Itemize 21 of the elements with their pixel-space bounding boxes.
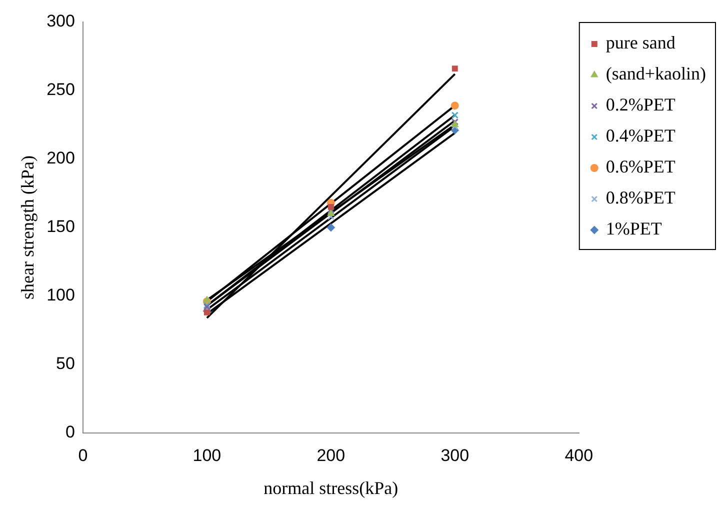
x-tick-label: 400 bbox=[564, 446, 594, 465]
y-tick-label: 150 bbox=[46, 217, 75, 236]
legend-label: 0.6%PET bbox=[606, 156, 676, 177]
x-tick-label: 300 bbox=[440, 446, 470, 465]
y-tick-label: 250 bbox=[46, 80, 75, 100]
y-tick-label: 50 bbox=[56, 354, 75, 374]
legend-label: 1%PET bbox=[606, 218, 662, 239]
x-tick-label: 200 bbox=[316, 446, 346, 465]
legend-label: pure sand bbox=[606, 32, 676, 53]
y-tick-label: 0 bbox=[65, 422, 75, 442]
x-tick-label: 100 bbox=[192, 446, 222, 465]
legend-label: 0.4%PET bbox=[606, 126, 676, 146]
legend-label: 0.8%PET bbox=[606, 188, 676, 208]
x-axis-title: normal stress(kPa) bbox=[264, 478, 398, 498]
y-tick-label: 200 bbox=[46, 148, 75, 168]
y-tick-label: 100 bbox=[46, 286, 75, 305]
y-tick-label: 300 bbox=[46, 12, 75, 31]
legend-label: (sand+kaolin) bbox=[606, 64, 706, 84]
y-axis-title: shear strength (kPa) bbox=[18, 156, 38, 300]
legend-label: 0.2%PET bbox=[606, 94, 676, 115]
x-tick-label: 0 bbox=[78, 446, 88, 465]
